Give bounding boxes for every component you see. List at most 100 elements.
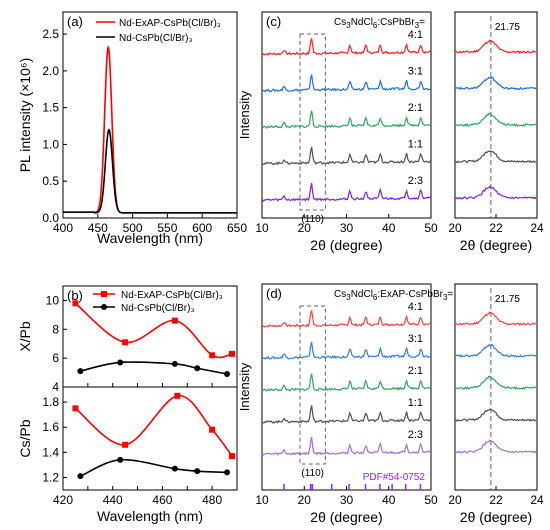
y-tick-label: 1.5	[42, 101, 59, 115]
panel-label: (b)	[67, 288, 83, 303]
xrd-zoom-pattern	[454, 311, 536, 327]
xrd-pattern	[261, 341, 432, 360]
legend-label: Nd-ExAP-CsPb(Cl/Br)₃	[121, 290, 223, 301]
subscript: 3	[346, 21, 351, 30]
series-label: 4:1	[408, 29, 423, 41]
xrd-pattern	[261, 405, 432, 424]
y-tick-label: 1.2	[42, 470, 59, 484]
legend-label: Nd-CsPb(Cl/Br)₃	[121, 303, 195, 314]
y-tick-label: 0.0	[42, 211, 59, 225]
text-run: =	[419, 17, 425, 28]
reference-label: PDF#54-0752	[363, 472, 426, 483]
panel-a-frame	[62, 11, 238, 219]
series-line	[63, 128, 237, 214]
x-tick-label: 22	[489, 493, 503, 507]
y-axis-label: Cs/Pb	[17, 419, 33, 457]
xrd-zoom-pattern	[454, 76, 537, 91]
xrd-pattern	[261, 437, 432, 456]
x-tick-label: 50	[424, 221, 438, 235]
xrd-pattern	[261, 183, 432, 202]
subscript: 3	[415, 21, 420, 30]
series-label: 2:1	[408, 102, 423, 114]
x-tick-label: 20	[448, 221, 462, 235]
highlight-box	[299, 305, 326, 465]
panel-header: Cs3NdCl6:ExAP-CsPbBr3=	[334, 289, 453, 302]
panel-label: (c)	[266, 14, 281, 29]
subscript: 6	[373, 21, 378, 30]
x-tick-label: 460	[152, 493, 172, 507]
x-tick-label: 30	[340, 493, 354, 507]
x-tick-label: 440	[103, 493, 123, 507]
c_zoom-frame	[454, 11, 538, 219]
subscript: 3	[443, 293, 448, 302]
series-label: 2:3	[408, 175, 423, 187]
xrd-zoom-pattern	[454, 112, 537, 128]
xrd-zoom-pattern	[454, 439, 537, 454]
xrd-pattern	[261, 38, 432, 56]
series-label: 2:3	[408, 429, 423, 441]
text-run: NdCl	[351, 289, 373, 300]
series-line	[74, 394, 233, 457]
data-point	[171, 465, 178, 472]
series-label: 3:1	[408, 333, 423, 345]
y-tick-label: 2.0	[42, 64, 59, 78]
subscript: 6	[373, 293, 378, 302]
data-point	[174, 392, 181, 399]
data-point	[72, 405, 79, 412]
y-tick-label: 2.5	[42, 27, 59, 41]
y-tick-label: 6	[52, 351, 59, 365]
data-point	[194, 365, 201, 372]
y-tick-label: 1.6	[42, 420, 59, 434]
y-tick-label: 1.4	[42, 445, 59, 459]
series-label: 2:1	[408, 365, 423, 377]
x-axis-label: 2θ (degree)	[310, 237, 382, 253]
x-tick-label: 550	[157, 221, 177, 235]
highlight-box	[299, 33, 326, 211]
xrd-pattern	[261, 74, 432, 93]
y-tick-label: 4	[52, 380, 59, 394]
x-tick-label: 24	[530, 493, 544, 507]
y-tick-label: 1.8	[42, 395, 59, 409]
x-tick-label: 20	[298, 493, 312, 507]
x-tick-label: 20	[298, 221, 312, 235]
data-point	[209, 352, 216, 359]
data-point	[77, 368, 84, 375]
data-point	[122, 339, 129, 346]
series-line	[63, 45, 237, 214]
xrd-pattern	[261, 146, 432, 166]
data-point	[229, 350, 236, 357]
text-run: :ExAP-CsPbBr	[377, 289, 443, 300]
series-line	[80, 361, 228, 375]
panel-header: Cs3NdCl6:CsPbBr3=	[334, 17, 425, 30]
series-label: 3:1	[408, 66, 423, 78]
box-label: (110)	[301, 214, 324, 225]
x-tick-label: 500	[123, 221, 143, 235]
data-point	[224, 469, 231, 476]
data-point	[194, 468, 201, 475]
xrd-pattern	[261, 110, 432, 129]
data-point	[77, 473, 84, 480]
legend-label: Nd-CsPb(Cl/Br)₃	[119, 33, 193, 44]
x-tick-label: 20	[448, 493, 462, 507]
x-axis-label: 2θ (degree)	[310, 509, 382, 525]
text-run: NdCl	[351, 17, 373, 28]
x-tick-label: 40	[382, 493, 396, 507]
data-point	[224, 371, 231, 378]
x-tick-label: 420	[53, 493, 73, 507]
data-point	[171, 317, 178, 324]
data-point	[117, 456, 124, 463]
panel-label: (d)	[266, 286, 282, 301]
y-tick-label: 0.5	[42, 174, 59, 188]
c-frame	[261, 11, 432, 219]
data-point	[72, 300, 79, 307]
x-tick-label: 40	[382, 221, 396, 235]
y-axis-label: PL intensity (×10⁶)	[17, 58, 33, 173]
y-axis-label: Intensity	[237, 90, 252, 139]
panel-label: (a)	[67, 14, 83, 29]
y-tick-label: 10	[46, 293, 60, 307]
data-point	[171, 360, 178, 367]
text-run: Cs	[334, 289, 346, 300]
xrd-pattern	[261, 373, 432, 392]
b_bottom-frame	[62, 386, 238, 491]
x-tick-label: 480	[202, 493, 222, 507]
